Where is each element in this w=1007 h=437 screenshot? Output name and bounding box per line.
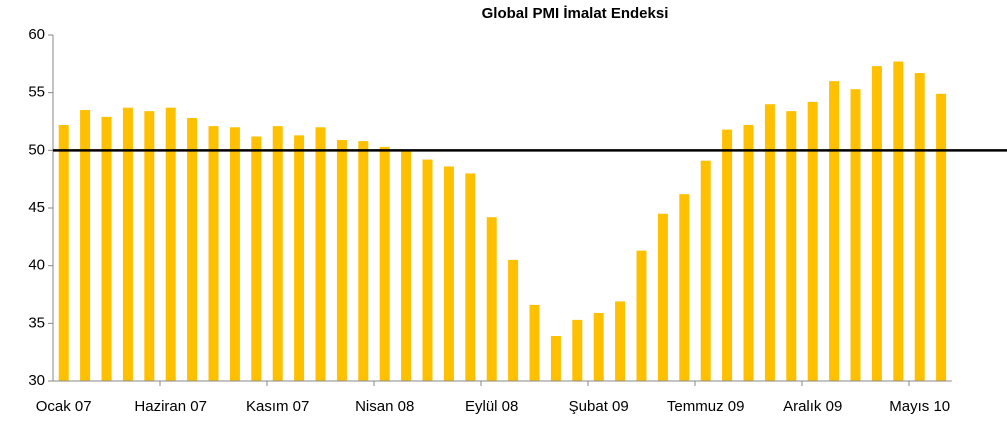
bar: [657, 213, 668, 381]
bar: [422, 159, 433, 381]
x-tick-label: Ocak 07: [36, 398, 92, 415]
x-tick-label: Temmuz 09: [667, 398, 745, 415]
x-tick-label: Mayıs 10: [889, 398, 950, 415]
bar: [700, 160, 711, 381]
bar: [743, 124, 754, 382]
chart-title: Global PMI İmalat Endeksi: [482, 5, 669, 22]
bar: [443, 166, 454, 381]
bar: [807, 101, 818, 381]
bar: [58, 124, 69, 382]
bar: [336, 139, 347, 381]
bar: [722, 129, 733, 381]
y-tick-label: 50: [28, 141, 45, 158]
bar: [208, 126, 219, 381]
bar: [550, 336, 561, 381]
x-tick-label: Aralık 09: [783, 398, 842, 415]
bar: [572, 319, 583, 381]
bar: [679, 194, 690, 381]
y-tick-label: 30: [28, 372, 45, 389]
bar: [80, 109, 91, 381]
x-tick-label: Kasım 07: [246, 398, 309, 415]
bar: [764, 104, 775, 381]
bar: [315, 127, 326, 382]
bar: [593, 312, 604, 381]
y-tick-label: 60: [28, 26, 45, 43]
bar: [914, 73, 925, 381]
bar: [187, 118, 198, 381]
bar: [165, 107, 176, 381]
bar: [636, 250, 647, 381]
bar: [893, 61, 904, 381]
bar: [465, 173, 476, 381]
bar: [615, 301, 626, 381]
bar: [144, 111, 155, 382]
bar: [529, 304, 540, 381]
bar: [272, 126, 283, 381]
bar: [379, 146, 390, 381]
bar: [936, 93, 947, 381]
bar: [251, 136, 262, 381]
bar: [829, 81, 840, 381]
bar: [101, 116, 112, 382]
bar: [486, 217, 497, 381]
bar: [508, 259, 519, 381]
y-tick-label: 45: [28, 199, 45, 216]
bar: [401, 150, 412, 381]
bar: [358, 141, 369, 381]
bar: [294, 135, 305, 381]
bar: [229, 127, 240, 382]
y-tick-label: 35: [28, 314, 45, 331]
x-tick-label: Nisan 08: [355, 398, 414, 415]
bar: [122, 107, 133, 381]
y-tick-label: 40: [28, 257, 45, 274]
y-tick-label: 55: [28, 84, 45, 101]
x-tick-label: Haziran 07: [134, 398, 207, 415]
x-tick-label: Şubat 09: [569, 398, 629, 415]
bar: [871, 66, 882, 381]
x-tick-label: Eylül 08: [465, 398, 518, 415]
bar: [786, 111, 797, 382]
bar: [850, 89, 861, 381]
